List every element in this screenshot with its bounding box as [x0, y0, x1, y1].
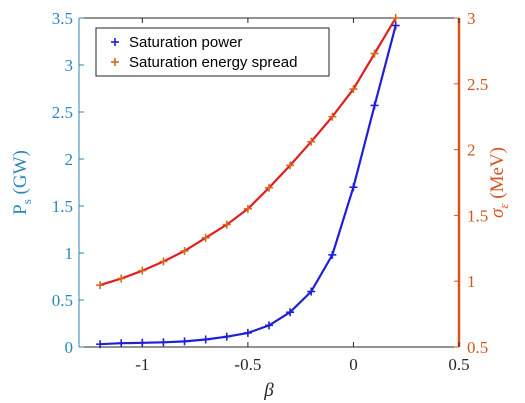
- x-tick-label: 0.5: [448, 355, 469, 374]
- y-left-tick-label: 0: [65, 338, 74, 357]
- data-point-energy-spread: [307, 137, 316, 146]
- axes-group: -1 -0.5 0 0.5 0 0.5 1 1.5 2 2.5 3 3.5 0.5 1 1.5 2 2.5 3: [52, 9, 489, 374]
- data-point-power: [96, 340, 105, 349]
- legend-marker-energy-spread: [111, 58, 119, 66]
- legend: Saturation power Saturation energy spread: [95, 27, 330, 77]
- legend-label-energy-spread: Saturation energy spread: [129, 54, 297, 71]
- data-point-power: [138, 338, 147, 347]
- y-right-tick-label: 2.5: [467, 75, 488, 94]
- x-tick-label: -1: [135, 355, 149, 374]
- data-point-energy-spread: [222, 220, 231, 229]
- y-right-tick-label: 3: [467, 9, 476, 28]
- data-point-power: [159, 338, 168, 347]
- y-left-tick-label: 1: [65, 244, 74, 263]
- y-right-tick-label: 1.5: [467, 206, 488, 225]
- data-point-power: [391, 21, 400, 30]
- data-point-energy-spread: [96, 281, 105, 290]
- data-point-energy-spread: [370, 49, 379, 58]
- data-point-power: [201, 335, 210, 344]
- y-left-tick-label: 2: [65, 150, 74, 169]
- y-left-tick-label: 2.5: [52, 103, 73, 122]
- data-point-energy-spread: [201, 233, 210, 242]
- legend-box: [95, 27, 330, 77]
- y-right-tick-label: 2: [467, 141, 476, 160]
- y-left-tick-label: 0.5: [52, 291, 73, 310]
- data-point-energy-spread: [286, 161, 295, 170]
- y-left-tick-label: 3.5: [52, 9, 73, 28]
- data-point-energy-spread: [159, 257, 168, 266]
- data-point-power: [328, 250, 337, 259]
- axis-titles: β Ps (GW) σε (MeV): [10, 147, 511, 401]
- data-point-power: [307, 287, 316, 296]
- plot-group: [96, 14, 400, 349]
- y-left-tick-label: 3: [65, 56, 74, 75]
- data-point-power: [243, 328, 252, 337]
- x-axis-title: β: [263, 380, 274, 401]
- data-point-power: [180, 337, 189, 346]
- legend-marker-power: [111, 38, 119, 46]
- y-right-tick-label: 0.5: [467, 338, 488, 357]
- y-right-axis-title: σε (MeV): [487, 147, 511, 218]
- data-point-power: [265, 321, 273, 330]
- y-left-tick-label: 1.5: [52, 197, 73, 216]
- data-point-energy-spread: [391, 14, 400, 22]
- y-left-axis-title: Ps (GW): [10, 150, 34, 215]
- data-point-energy-spread: [180, 246, 189, 255]
- data-point-power: [349, 183, 358, 192]
- data-point-energy-spread: [243, 204, 252, 213]
- x-tick-label: 0: [349, 355, 358, 374]
- x-tick-label: -0.5: [234, 355, 261, 374]
- data-point-energy-spread: [138, 266, 147, 275]
- legend-label-power: Saturation power: [129, 34, 242, 51]
- data-point-power: [222, 332, 231, 341]
- data-point-power: [370, 101, 379, 110]
- data-point-energy-spread: [328, 112, 337, 121]
- data-point-power: [286, 308, 295, 317]
- data-point-energy-spread: [117, 274, 126, 283]
- data-point-power: [117, 339, 126, 348]
- data-point-energy-spread: [349, 85, 358, 94]
- y-right-tick-label: 1: [467, 272, 476, 291]
- data-point-energy-spread: [265, 183, 273, 192]
